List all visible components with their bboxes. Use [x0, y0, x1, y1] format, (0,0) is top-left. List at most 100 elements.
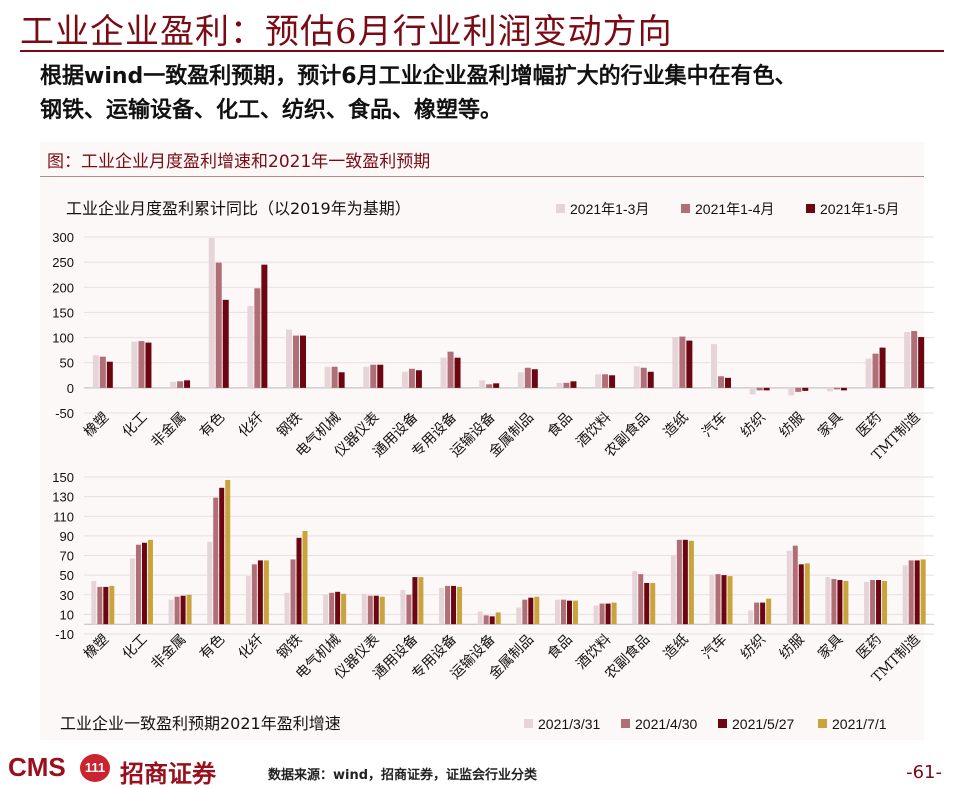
- chart-top-category-label: 造纸: [661, 410, 692, 441]
- chart-bottom-category-label: 非金属: [148, 632, 189, 673]
- chart-bottom-legend-swatch: [718, 719, 727, 728]
- chart-top-ytick-label: 250: [52, 255, 74, 270]
- chart-bottom-ytick-label: 10: [60, 607, 74, 622]
- chart-bottom-bar-食品-2021/3/31: [554, 599, 560, 625]
- chart-bottom-bar-通用设备-2021/4/30: [406, 594, 412, 625]
- chart-bottom-bar-医药-2021/3/31: [864, 581, 870, 625]
- chart-bottom-bar-运输设备-2021/7/1: [495, 612, 501, 625]
- chart-bottom-category-label: 食品: [544, 631, 576, 663]
- chart-top-bar-食品-2021年1-4月: [563, 382, 570, 388]
- chart-bottom-bar-TMT制造-2021/5/27: [914, 560, 920, 625]
- chart-bottom-bar-专用设备-2021/7/1: [457, 586, 463, 625]
- chart-bottom-bar-电气机械-2021/5/27: [335, 591, 341, 625]
- chart-bottom-legend-label: 2021/7/1: [832, 716, 887, 732]
- chart-top-bar-非金属-2021年1-5月: [184, 380, 191, 388]
- chart-top-bar-医药-2021年1-4月: [872, 353, 879, 388]
- chart-bottom-bar-化工-2021/5/27: [141, 542, 147, 625]
- chart-bottom-bar-造纸-2021/3/31: [670, 555, 676, 625]
- chart-bottom-bar-钢铁-2021/3/31: [284, 592, 290, 625]
- chart-bottom-bar-纺服-2021/3/31: [786, 550, 792, 625]
- chart-top-category-label: 有色: [196, 409, 228, 441]
- chart-top-bar-化纤-2021年1-3月: [247, 305, 254, 388]
- figure-caption: 图：工业企业月度盈利增速和2021年一致盈利预期: [47, 152, 431, 172]
- chart-top-bar-钢铁-2021年1-5月: [300, 335, 306, 388]
- chart-top-ytick-label: 200: [52, 280, 74, 295]
- chart-bottom-bar-仪器仪表-2021/4/30: [367, 595, 373, 625]
- chart-bottom-bar-钢铁-2021/7/1: [302, 530, 308, 625]
- chart-bottom-bar-有色-2021/3/31: [207, 541, 213, 625]
- cms-badge-icon: 111: [80, 754, 110, 782]
- chart-top-bar-有色-2021年1-5月: [222, 299, 229, 388]
- chart-top-bar-运输设备-2021年1-5月: [493, 383, 500, 388]
- chart-bottom-bar-运输设备-2021/5/27: [489, 616, 495, 625]
- chart-bottom-bar-电气机械-2021/7/1: [341, 593, 347, 625]
- chart-top-category-label: 非金属: [148, 410, 189, 451]
- chart-bottom-bar-仪器仪表-2021/3/31: [361, 593, 367, 625]
- chart-bottom-bar-通用设备-2021/5/27: [412, 577, 418, 625]
- chart-top-category-label: 汽车: [699, 409, 731, 441]
- chart-bottom-bar-纺织-2021/7/1: [766, 598, 772, 625]
- chart-top-bar-汽车-2021年1-4月: [718, 376, 724, 388]
- chart-top-bar-TMT制造-2021年1-5月: [918, 337, 925, 388]
- chart-top-bar-造纸-2021年1-5月: [686, 340, 693, 388]
- chart-bottom-bar-汽车-2021/3/31: [709, 575, 715, 625]
- chart-bottom-bar-有色-2021/5/27: [219, 487, 225, 625]
- chart-bottom-bar-TMT制造-2021/4/30: [908, 560, 914, 625]
- chart-bottom-category-label: 家具: [814, 631, 846, 663]
- chart-bottom-bar-专用设备-2021/4/30: [445, 585, 451, 625]
- chart-bottom-bar-非金属-2021/3/31: [168, 599, 174, 625]
- chart-top-bar-专用设备-2021年1-4月: [447, 351, 454, 388]
- chart-bottom-category-label: 纺服: [776, 632, 807, 663]
- chart-bottom-bar-酒饮料-2021/3/31: [593, 605, 599, 625]
- data-source: 数据来源：wind，招商证券，证监会行业分类: [268, 768, 538, 783]
- chart-top-bar-橡塑-2021年1-4月: [99, 356, 106, 388]
- chart-top-legend-label: 2021年1-4月: [695, 201, 774, 217]
- chart-top-legend-label: 2021年1-3月: [570, 201, 649, 217]
- chart-bottom-bar-运输设备-2021/4/30: [483, 615, 489, 625]
- chart-bottom-bar-汽车-2021/4/30: [715, 574, 721, 625]
- chart-bottom-category-label: 汽车: [699, 631, 731, 663]
- chart-bottom-bar-农副食品-2021/3/31: [632, 571, 638, 625]
- chart-top-bar-电气机械-2021年1-3月: [324, 366, 331, 388]
- chart-bottom-bar-医药-2021/5/27: [876, 580, 882, 625]
- chart-top-bar-运输设备-2021年1-4月: [486, 384, 493, 388]
- chart-bottom-bar-家具-2021/7/1: [843, 581, 849, 625]
- chart-bottom-legend-label: 2021/4/30: [635, 716, 697, 732]
- chart-top-ytick-label: 300: [52, 230, 74, 245]
- chart-top-bar-家具-2021年1-5月: [840, 387, 847, 391]
- chart-bottom-bar-造纸-2021/5/27: [682, 539, 688, 625]
- chart-top-category-label: 纺织: [738, 410, 769, 441]
- chart-top-bar-仪器仪表-2021年1-5月: [377, 364, 384, 388]
- chart-top-title: 工业企业月度盈利累计同比（以2019年为基期）: [66, 199, 411, 218]
- chart-top-category-label: 食品: [544, 409, 576, 441]
- chart-top-bar-化纤-2021年1-4月: [254, 288, 261, 388]
- chart-bottom-bar-农副食品-2021/7/1: [650, 582, 656, 625]
- chart-bottom-bar-非金属-2021/5/27: [180, 595, 186, 625]
- chart-top-bar-医药-2021年1-3月: [865, 358, 872, 388]
- chart-top-bar-有色-2021年1-3月: [208, 238, 215, 388]
- chart-bottom-bar-农副食品-2021/5/27: [644, 582, 650, 625]
- chart-bottom-bar-酒饮料-2021/5/27: [605, 603, 611, 625]
- chart-top-bar-非金属-2021年1-3月: [170, 381, 177, 388]
- chart-bottom-legend-label: 2021/5/27: [732, 716, 794, 732]
- chart-top-bar-农副食品-2021年1-3月: [633, 366, 640, 388]
- chart-bottom-bar-食品-2021/4/30: [560, 599, 566, 625]
- chart-top-bar-纺服-2021年1-5月: [802, 387, 809, 391]
- chart-bottom-bar-造纸-2021/7/1: [688, 540, 694, 625]
- chart-top-bar-电气机械-2021年1-4月: [331, 366, 338, 388]
- chart-bottom-ytick-label: -10: [55, 627, 74, 642]
- chart-bottom-legend-swatch: [621, 719, 630, 728]
- chart-top-bar-金属制品-2021年1-4月: [524, 367, 531, 388]
- chart-bottom-bar-化纤-2021/4/30: [251, 564, 257, 625]
- chart-top-bar-酒饮料-2021年1-3月: [595, 374, 602, 388]
- chart-bottom-ytick-label: 110: [53, 509, 74, 524]
- chart-top-legend-swatch: [556, 204, 565, 213]
- chart-bottom-bar-专用设备-2021/3/31: [439, 587, 445, 625]
- chart-bottom-ytick-label: 70: [60, 549, 74, 564]
- chart-top-bar-通用设备-2021年1-3月: [401, 371, 408, 388]
- chart-bottom-bar-有色-2021/4/30: [213, 497, 219, 625]
- chart-top-legend-label: 2021年1-5月: [820, 201, 899, 217]
- chart-top-category-label: 家具: [814, 409, 846, 441]
- chart-top-ytick-label: 0: [67, 381, 74, 396]
